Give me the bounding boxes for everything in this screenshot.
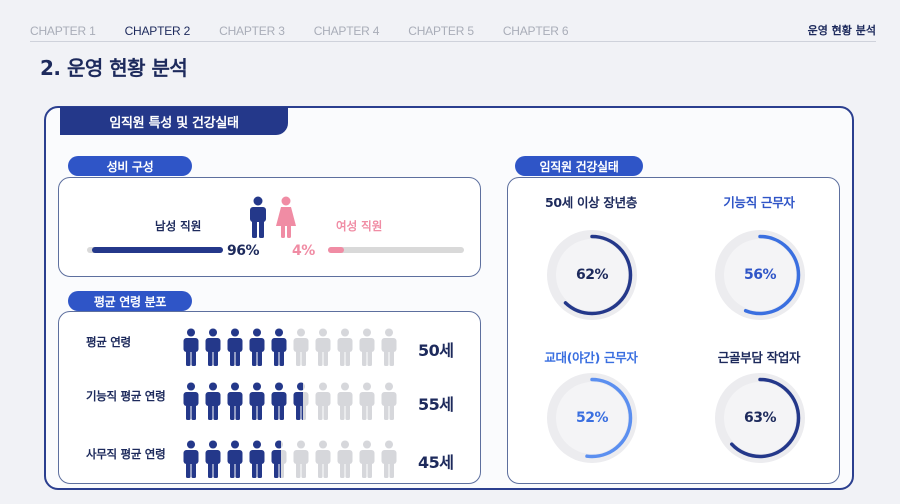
health-donut [547, 230, 637, 320]
gender-section-title: 성비 구성 [68, 156, 192, 176]
page-title: 2. 운영 현황 분석 [40, 56, 188, 80]
health-donut [715, 373, 805, 463]
main-card-header: 임직원 특성 및 건강실태 [60, 107, 288, 135]
male-label: 남성 직원 [155, 219, 202, 233]
age-person-icons-filled [183, 382, 303, 420]
tab-chapter-3[interactable]: CHAPTER 3 [219, 23, 285, 38]
male-bar-fill [92, 247, 223, 253]
age-icon-row [182, 440, 404, 480]
male-person-icon [250, 196, 266, 238]
health-item-title: 50세 이상 장년층 [544, 195, 638, 210]
health-donut-value: 56% [743, 267, 777, 283]
age-section-title: 평균 연령 분포 [68, 291, 192, 311]
donut-progress-arc [719, 234, 801, 316]
section-label: 운영 현황 분석 [807, 24, 876, 37]
age-row-value: 55세 [418, 395, 454, 414]
age-person-icons-filled [183, 440, 281, 478]
tab-chapter-2[interactable]: CHAPTER 2 [124, 23, 191, 38]
female-bar-fill [328, 247, 345, 253]
female-percent: 4% [292, 243, 315, 259]
donut-progress-arc [551, 377, 633, 459]
donut-inner [556, 239, 628, 311]
gender-panel [58, 177, 481, 277]
tab-chapter-5[interactable]: CHAPTER 5 [408, 23, 474, 38]
tab-chapter-6[interactable]: CHAPTER 6 [502, 23, 569, 38]
female-person-icon [276, 196, 296, 238]
health-donut-value: 62% [575, 267, 609, 283]
health-section-title: 임직원 건강실태 [515, 156, 643, 176]
female-bar-track [328, 247, 464, 253]
age-row-value: 50세 [418, 341, 454, 360]
health-item-title: 근골부담 작업자 [717, 350, 801, 365]
health-item-title: 기능직 근무자 [723, 195, 795, 210]
chapter-nav: CHAPTER 1 CHAPTER 2 CHAPTER 3 CHAPTER 4 … [30, 20, 876, 42]
tab-chapter-4[interactable]: CHAPTER 4 [313, 23, 380, 38]
tab-chapter-1[interactable]: CHAPTER 1 [30, 23, 96, 38]
male-percent: 96% [227, 243, 260, 259]
age-person-icons-filled [183, 328, 287, 366]
donut-inner [724, 239, 796, 311]
age-icon-row [182, 328, 404, 368]
health-donut [547, 373, 637, 463]
donut-inner [556, 382, 628, 454]
age-icon-row [182, 382, 404, 422]
donut-progress-arc [551, 234, 633, 316]
health-item-title: 교대(야간) 근무자 [544, 350, 638, 365]
donut-progress-arc [719, 377, 801, 459]
health-donut-value: 52% [575, 410, 609, 426]
health-donut-value: 63% [743, 410, 777, 426]
donut-inner [724, 382, 796, 454]
age-row-label: 사무직 평균 연령 [86, 447, 166, 461]
age-row-label: 평균 연령 [86, 335, 131, 349]
age-panel [58, 311, 481, 484]
age-row-label: 기능직 평균 연령 [86, 389, 166, 403]
health-donut [715, 230, 805, 320]
female-label: 여성 직원 [336, 219, 383, 233]
age-row-value: 45세 [418, 453, 454, 472]
